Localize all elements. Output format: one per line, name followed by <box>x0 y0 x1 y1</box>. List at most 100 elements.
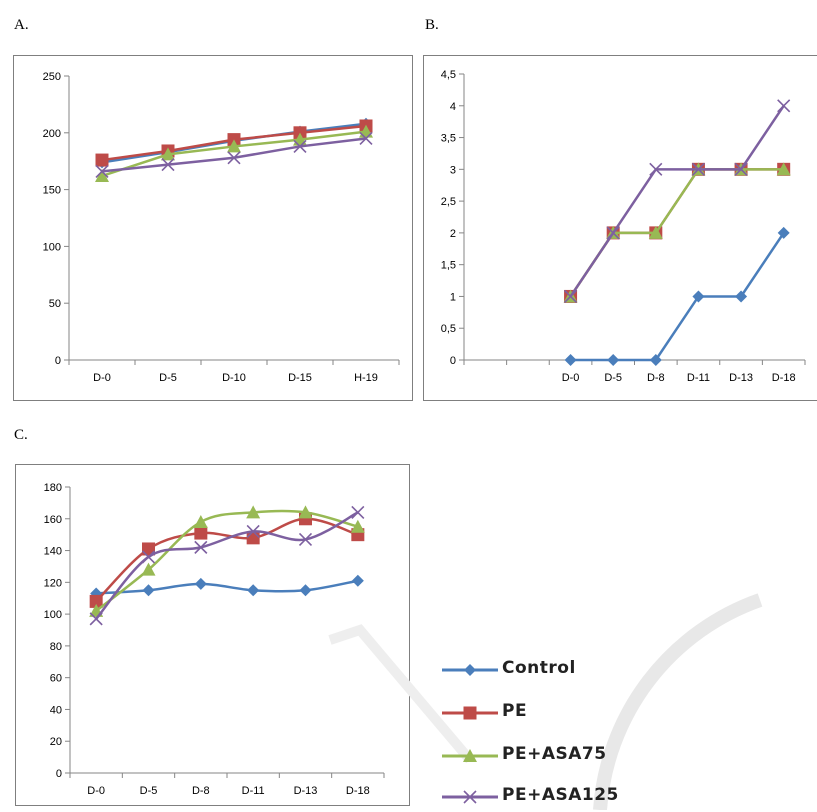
chart-a-y-tick-label: 0 <box>55 355 61 367</box>
chart-c-x-tick-label: D-18 <box>346 785 370 797</box>
chart-c-x-tick-label: D-11 <box>242 785 265 797</box>
chart-b-series-pe-asa75 <box>563 162 791 303</box>
chart-c-point-pe-asa125 <box>89 612 103 626</box>
chart-a-point-pe-asa125 <box>95 164 109 178</box>
chart-a-point-pe <box>95 153 109 167</box>
chart-b-point-pe-asa125 <box>606 226 620 240</box>
chart-a-x-tick-label: D-10 <box>222 372 246 384</box>
chart-b-series-line-pe-asa75 <box>569 168 784 298</box>
chart-c-point-pe-asa75 <box>298 505 313 519</box>
chart-c-y-tick-label: 140 <box>44 546 62 558</box>
chart-c-point-pe-asa75 <box>246 505 261 519</box>
legend-symbol-pe <box>463 706 477 720</box>
chart-c-series-pe-asa75 <box>89 505 365 617</box>
chart-c-y-tick-label: 120 <box>44 577 62 589</box>
chart-b-series-line-pe-asa125 <box>569 105 785 298</box>
legend-item-pe: PE <box>440 698 700 728</box>
chart-b-point-pe-asa125 <box>777 99 791 113</box>
chart-c-y-tick-label: 60 <box>50 673 62 685</box>
chart-c-point-pe-asa125 <box>141 550 156 564</box>
legend-label-control: Control <box>502 658 576 678</box>
legend-marker-pe <box>442 706 498 720</box>
chart-c-series-line-control <box>96 579 359 595</box>
chart-c-point-pe-asa75 <box>350 519 365 533</box>
legend-label-pe: PE <box>502 701 528 721</box>
chart-c-point-pe-asa125 <box>194 540 208 554</box>
chart-b-y-tick-label: 0,5 <box>441 323 456 335</box>
chart-b-x-tick-label: D-18 <box>772 372 796 384</box>
chart-c-plot: 0 20 40 60 80 100 120 140 160 180 D-0 D-5 D-8 D-11 D-1… <box>44 482 385 797</box>
chart-b-x-tick-label: D-5 <box>604 372 622 384</box>
chart-a-y-tick-label: 50 <box>49 298 61 310</box>
chart-b-series-line-pe <box>569 168 784 298</box>
chart-b-y-tick-label: 2 <box>450 228 456 240</box>
chart-a-point-pe-asa125 <box>359 131 373 146</box>
chart-a-x-tick-label: D-15 <box>288 372 312 384</box>
chart-c-y-tick-label: 0 <box>56 768 62 780</box>
chart-c-y-tick-label: 160 <box>44 514 62 526</box>
legend-label-pe-asa125: PE+ASA125 <box>502 785 619 805</box>
chart-c-series-line-pe-asa125 <box>95 511 359 620</box>
chart-a: 0 50 100 150 200 250 D-0 D-5 D-10 D-15 H-19 <box>13 55 413 401</box>
chart-c-point-pe-asa125 <box>246 524 260 539</box>
chart-b-point-control <box>564 354 577 366</box>
chart-a-point-pe-asa75 <box>227 139 241 153</box>
chart-b-point-control <box>735 290 748 303</box>
chart-b-y-tick-label: 3 <box>450 164 456 176</box>
legend-marker-control <box>442 664 498 676</box>
chart-b-y-tick-label: 0 <box>450 355 456 367</box>
panel-label-b: B. <box>425 17 439 33</box>
chart-b-x-tick-label: D-0 <box>562 372 580 384</box>
chart-b-y-tick-label: 4 <box>450 101 456 113</box>
chart-b-y-tick-label: 2,5 <box>441 196 456 208</box>
chart-a-point-pe-asa125 <box>161 158 175 172</box>
panel-label-c: C. <box>14 427 28 443</box>
chart-b-y-tick-label: 3,5 <box>441 133 456 145</box>
chart-a-series-pe-asa125 <box>95 131 373 178</box>
chart-b-series-pe-asa125 <box>563 99 791 304</box>
chart-c-point-control <box>90 587 103 600</box>
chart-c-y-tick-label: 100 <box>44 609 62 621</box>
legend-item-pe-asa125: PE+ASA125 <box>440 782 700 812</box>
chart-c-point-control <box>142 584 155 597</box>
chart-b-y-tick-label: 1,5 <box>441 260 456 272</box>
chart-a-y-tick-label: 100 <box>43 241 61 253</box>
chart-b-x-tick-label: D-13 <box>729 372 753 384</box>
chart-b-point-pe-asa125 <box>649 162 663 176</box>
chart-b-y-tick-label: 4,5 <box>441 69 456 81</box>
chart-b-point-control <box>692 290 705 303</box>
legend-item-pe-asa75: PE+ASA75 <box>440 741 700 771</box>
panel-label-a: A. <box>14 17 29 33</box>
chart-c-point-pe <box>89 594 103 608</box>
chart-b-point-control <box>777 226 790 239</box>
chart-a-x-tick-label: H-19 <box>354 372 378 384</box>
chart-b-series-control <box>564 226 790 366</box>
chart-c-series-control <box>90 574 364 600</box>
chart-b-series-line-control <box>570 232 785 362</box>
legend-symbol-control <box>464 664 476 676</box>
chart-b-point-pe-asa75 <box>776 162 791 176</box>
chart-c-point-control <box>351 574 364 587</box>
chart-b-point-pe-asa125 <box>691 162 706 176</box>
chart-c-series-pe <box>89 512 365 608</box>
chart-b-point-control <box>607 354 620 366</box>
legend-label-pe-asa75: PE+ASA75 <box>502 744 607 764</box>
legend-item-control: Control <box>440 655 700 685</box>
chart-a-plot: 0 50 100 150 200 250 D-0 D-5 D-10 D-15 H-19 <box>43 71 400 384</box>
chart-c-x-tick-label: D-8 <box>192 785 210 797</box>
chart-a-y-tick-label: 250 <box>43 71 61 83</box>
chart-c-point-control <box>247 584 260 597</box>
chart-a-point-pe-asa75 <box>95 168 109 182</box>
chart-b: 0 0,5 1 1,5 2 2,5 3 3,5 4 4,5 D-0 D-5 D-8 D-11 D-13 D-1… <box>423 55 817 401</box>
chart-c-point-pe-asa75 <box>193 514 208 528</box>
chart-a-point-pe-asa125 <box>227 151 241 165</box>
chart-b-point-control <box>649 354 662 366</box>
chart-a-point-pe-asa125 <box>293 139 307 153</box>
chart-b-y-tick-label: 1 <box>450 291 456 303</box>
chart-c-x-tick-label: D-0 <box>87 785 105 797</box>
legend-symbol-pe-asa75 <box>463 749 477 762</box>
chart-c-y-tick-label: 80 <box>50 641 62 653</box>
chart-a-x-tick-label: D-5 <box>159 372 177 384</box>
chart-c-y-tick-label: 20 <box>50 736 62 748</box>
chart-c-series-pe-asa125 <box>89 505 365 626</box>
